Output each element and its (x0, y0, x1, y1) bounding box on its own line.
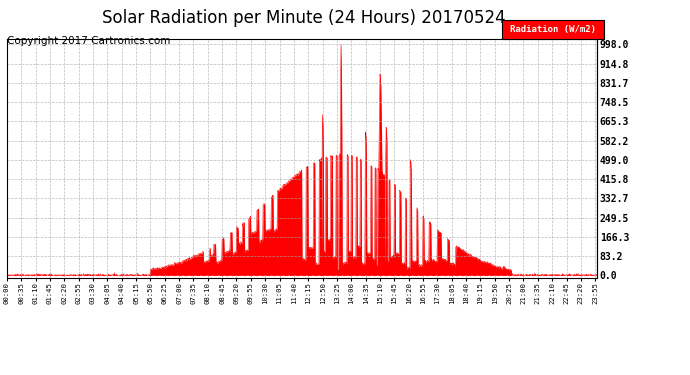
Text: Copyright 2017 Cartronics.com: Copyright 2017 Cartronics.com (7, 36, 170, 46)
Text: Solar Radiation per Minute (24 Hours) 20170524: Solar Radiation per Minute (24 Hours) 20… (102, 9, 505, 27)
Text: Radiation (W/m2): Radiation (W/m2) (511, 25, 596, 34)
